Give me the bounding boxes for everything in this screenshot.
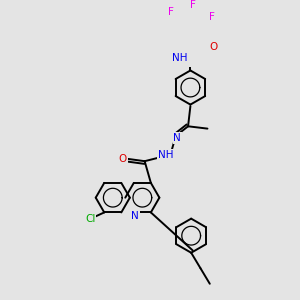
Text: F: F (168, 7, 174, 17)
Text: NH: NH (158, 150, 173, 160)
Text: NH: NH (172, 53, 187, 63)
Text: N: N (173, 133, 181, 143)
Text: N: N (131, 211, 139, 221)
Text: O: O (119, 154, 127, 164)
Text: F: F (209, 12, 215, 22)
Text: Cl: Cl (85, 214, 95, 224)
Text: F: F (190, 0, 196, 10)
Text: O: O (209, 42, 218, 52)
